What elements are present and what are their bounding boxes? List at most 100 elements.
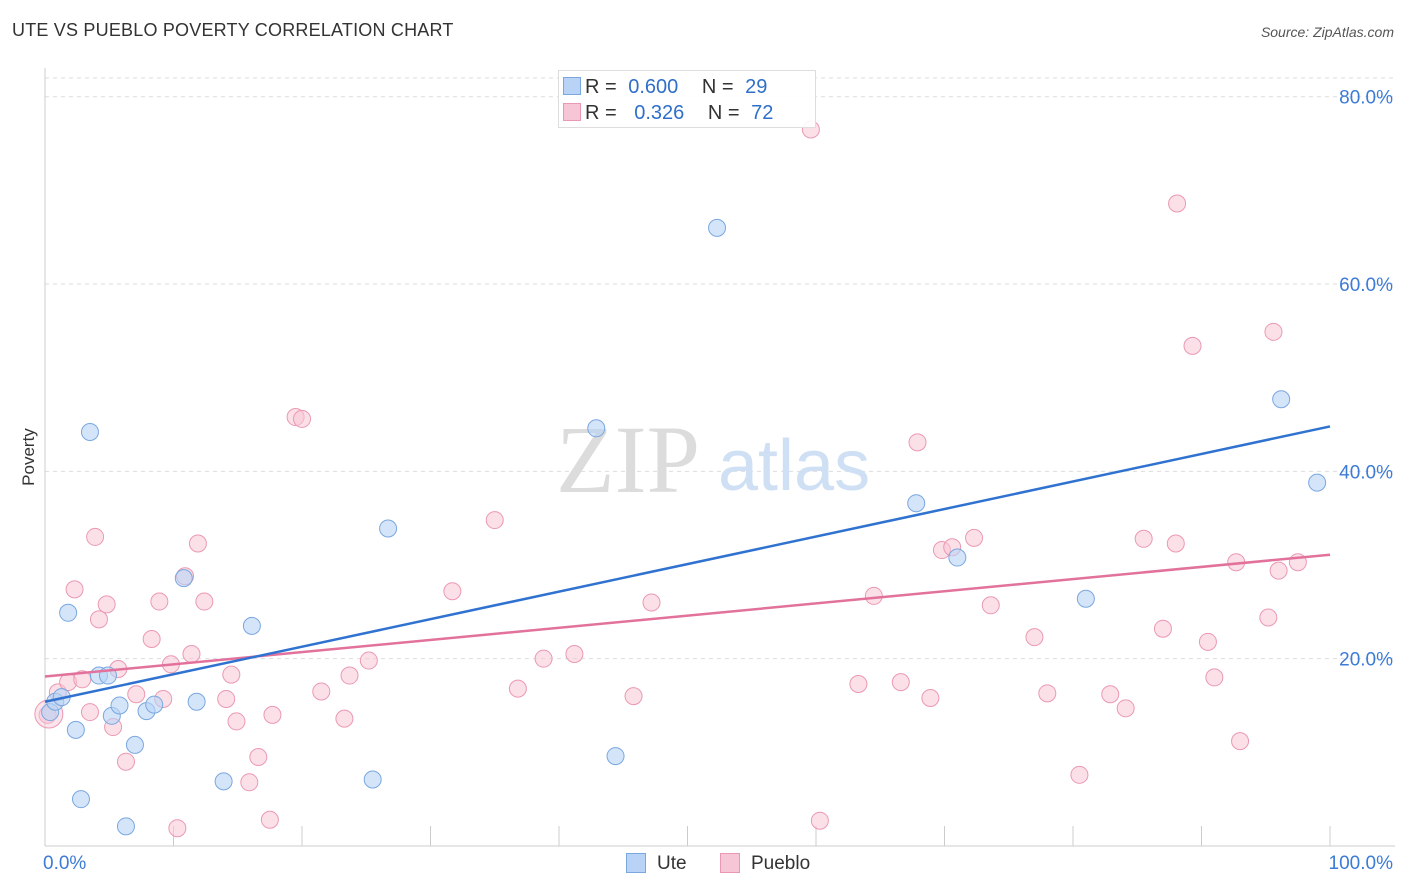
ute-point: [606, 747, 625, 766]
ute-trend-line: [44, 425, 1331, 703]
ute-point: [1308, 473, 1327, 492]
ute-point: [1076, 589, 1095, 608]
ute-point: [363, 770, 382, 789]
pueblo-point: [188, 534, 207, 553]
pueblo-point: [1183, 336, 1202, 355]
pueblo-point: [1101, 685, 1120, 704]
pueblo-point: [534, 649, 553, 668]
ute-point: [71, 790, 90, 809]
ute-point: [907, 494, 926, 513]
pueblo-point: [240, 773, 259, 792]
pueblo-legend-swatch: [720, 853, 740, 873]
y-axis-title: Poverty: [19, 428, 38, 486]
pueblo-n-label: N =: [707, 102, 740, 124]
ute-legend-swatch: [626, 853, 646, 873]
pueblo-point: [1168, 194, 1187, 213]
pueblo-point: [891, 673, 910, 692]
pueblo-point: [485, 511, 504, 530]
pueblo-point: [981, 596, 1000, 615]
pueblo-point: [97, 595, 116, 614]
ute-point: [80, 423, 99, 442]
pueblo-point: [263, 705, 282, 724]
ute-series: [41, 218, 1327, 836]
ute-legend-label: Ute: [657, 853, 687, 874]
pueblo-point: [227, 712, 246, 731]
ute-point: [948, 548, 967, 567]
pueblo-point: [908, 433, 927, 452]
pueblo-point: [965, 528, 984, 547]
pueblo-point: [182, 645, 201, 663]
pueblo-point: [168, 819, 187, 838]
x-tick-label-max: 100.0%: [1329, 853, 1394, 874]
legend-row-ute: R = 0.600 N = 29: [563, 74, 768, 100]
pueblo-point: [810, 811, 829, 830]
pueblo-point: [443, 582, 462, 601]
pueblo-point: [195, 592, 214, 611]
pueblo-point: [508, 679, 527, 698]
pueblo-point: [1116, 699, 1135, 718]
ute-point: [125, 735, 144, 754]
y-tick-label: 40.0%: [1339, 462, 1393, 483]
ute-point: [708, 218, 727, 237]
legend-row-pueblo: R = 0.326 N = 72: [563, 100, 774, 126]
pueblo-legend-label: Pueblo: [751, 853, 811, 874]
watermark: ZIP atlas: [556, 406, 870, 513]
pueblo-point: [1205, 668, 1224, 687]
pueblo-point: [642, 593, 661, 612]
pueblo-point: [86, 527, 105, 546]
pueblo-point: [1198, 632, 1217, 651]
axis-labels: 20.0% 40.0% 60.0% 80.0% 0.0% 100.0% Poverty: [19, 88, 1393, 874]
pueblo-point: [1231, 732, 1250, 751]
ute-point: [145, 695, 164, 714]
ute-point: [214, 772, 233, 791]
pueblo-n-value: 72: [751, 102, 774, 124]
pueblo-point: [565, 645, 584, 663]
gridlines: [45, 77, 1395, 660]
pueblo-r-label: R =: [585, 102, 617, 124]
ute-point: [66, 720, 85, 739]
ute-point: [187, 692, 206, 711]
axes: [44, 68, 1395, 847]
pueblo-point: [222, 665, 241, 684]
pueblo-point: [340, 666, 359, 685]
pueblo-point: [1264, 322, 1283, 341]
source-label: Source: ZipAtlas.com: [1260, 24, 1394, 40]
y-tick-label: 80.0%: [1339, 88, 1393, 109]
pueblo-point: [1025, 628, 1044, 647]
pueblo-swatch: [563, 103, 581, 121]
ute-point: [116, 817, 135, 836]
pueblo-point: [1070, 765, 1089, 784]
y-tick-label: 20.0%: [1339, 650, 1393, 671]
pueblo-point: [1038, 684, 1057, 703]
pueblo-point: [217, 689, 236, 708]
ute-n-value: 29: [745, 76, 768, 98]
pueblo-point: [1134, 529, 1153, 548]
pueblo-r-value: 0.326: [634, 102, 685, 124]
ute-n-label: N =: [701, 76, 734, 98]
pueblo-point: [921, 689, 940, 708]
ute-point: [587, 419, 606, 438]
pueblo-point: [150, 592, 169, 611]
pueblo-point: [89, 610, 108, 629]
pueblo-point: [1259, 608, 1278, 627]
pueblo-point: [864, 586, 883, 605]
pueblo-point: [1269, 561, 1288, 580]
pueblo-point: [1166, 534, 1185, 553]
pueblo-point: [249, 748, 268, 767]
pueblo-point: [260, 810, 279, 829]
ute-point: [59, 603, 78, 622]
trend-lines: [44, 425, 1331, 703]
pueblo-point: [116, 752, 135, 771]
pueblo-point: [312, 682, 331, 701]
y-tick-label: 60.0%: [1339, 275, 1393, 296]
ute-r-value: 0.600: [628, 76, 679, 98]
x-tick-label-min: 0.0%: [43, 853, 86, 874]
ute-point: [242, 616, 261, 635]
ute-r-label: R =: [585, 76, 617, 98]
ute-swatch: [563, 77, 581, 95]
pueblo-point: [335, 709, 354, 728]
correlation-legend: R = 0.600 N = 29 R = 0.326 N = 72: [558, 70, 816, 128]
pueblo-point: [127, 685, 146, 704]
pueblo-point: [849, 674, 868, 693]
